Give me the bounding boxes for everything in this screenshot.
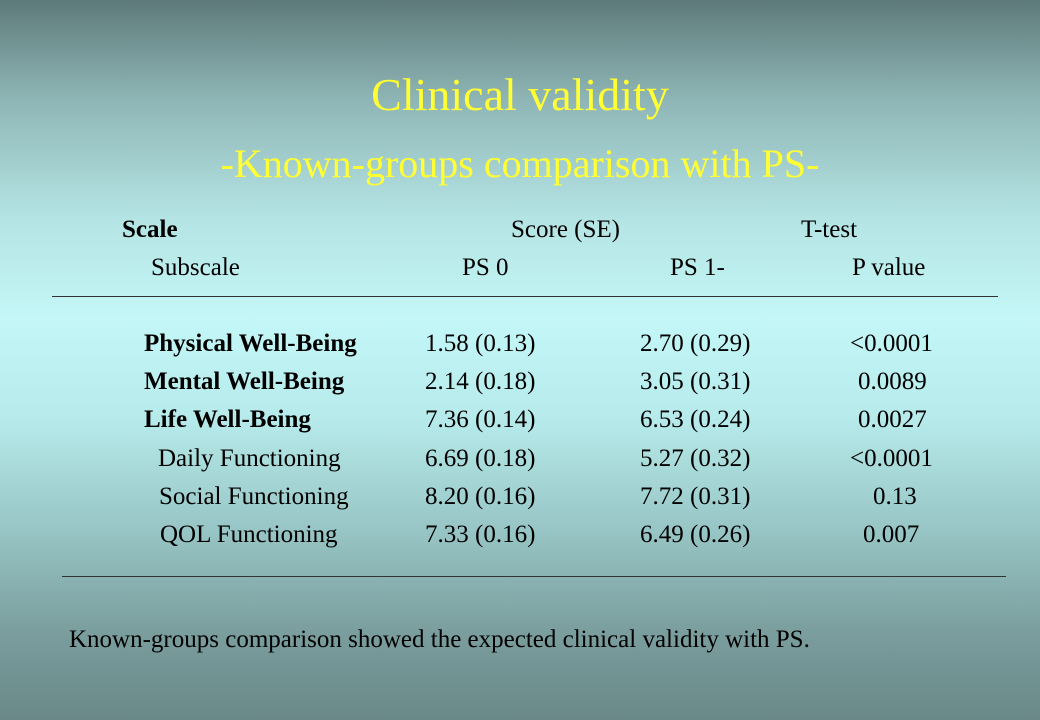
row-label: Social Functioning [159,483,349,510]
row-label: QOL Functioning [160,521,338,548]
row-ps0-value: 6.69 (0.18) [425,445,536,472]
row-p-value: <0.0001 [850,330,933,357]
row-ps0-value: 7.33 (0.16) [425,521,536,548]
slide-title: Clinical validity [371,69,669,120]
row-ps1-value: 7.72 (0.31) [640,483,751,510]
header-ps1: PS 1- [670,254,725,281]
row-ps1-value: 5.27 (0.32) [640,445,751,472]
table-bottom-divider [62,576,1006,577]
header-t-test: T-test [801,216,858,243]
row-ps0-value: 8.20 (0.16) [425,483,536,510]
row-ps0-value: 7.36 (0.14) [425,406,536,433]
header-scale: Scale [122,216,178,243]
row-p-value: 0.0089 [858,368,927,395]
row-ps1-value: 3.05 (0.31) [640,368,751,395]
slide-subtitle: -Known-groups comparison with PS- [220,141,820,186]
row-ps1-value: 6.53 (0.24) [640,406,751,433]
row-p-value: 0.007 [863,521,920,548]
row-ps1-value: 2.70 (0.29) [640,330,751,357]
row-label: Physical Well-Being [144,330,357,357]
row-p-value: 0.0027 [858,406,927,433]
row-ps0-value: 1.58 (0.13) [425,330,536,357]
row-p-value: <0.0001 [850,445,933,472]
row-ps0-value: 2.14 (0.18) [425,368,536,395]
header-subscale: Subscale [151,254,240,281]
row-label: Daily Functioning [158,445,341,472]
header-ps0: PS 0 [462,254,509,281]
header-divider [52,296,998,297]
row-label: Mental Well-Being [144,368,345,395]
row-ps1-value: 6.49 (0.26) [640,521,751,548]
row-label: Life Well-Being [144,406,311,433]
row-p-value: 0.13 [873,483,917,510]
footnote: Known-groups comparison showed the expec… [69,626,810,653]
header-score-se: Score (SE) [511,216,620,243]
header-p-value: P value [852,254,926,281]
